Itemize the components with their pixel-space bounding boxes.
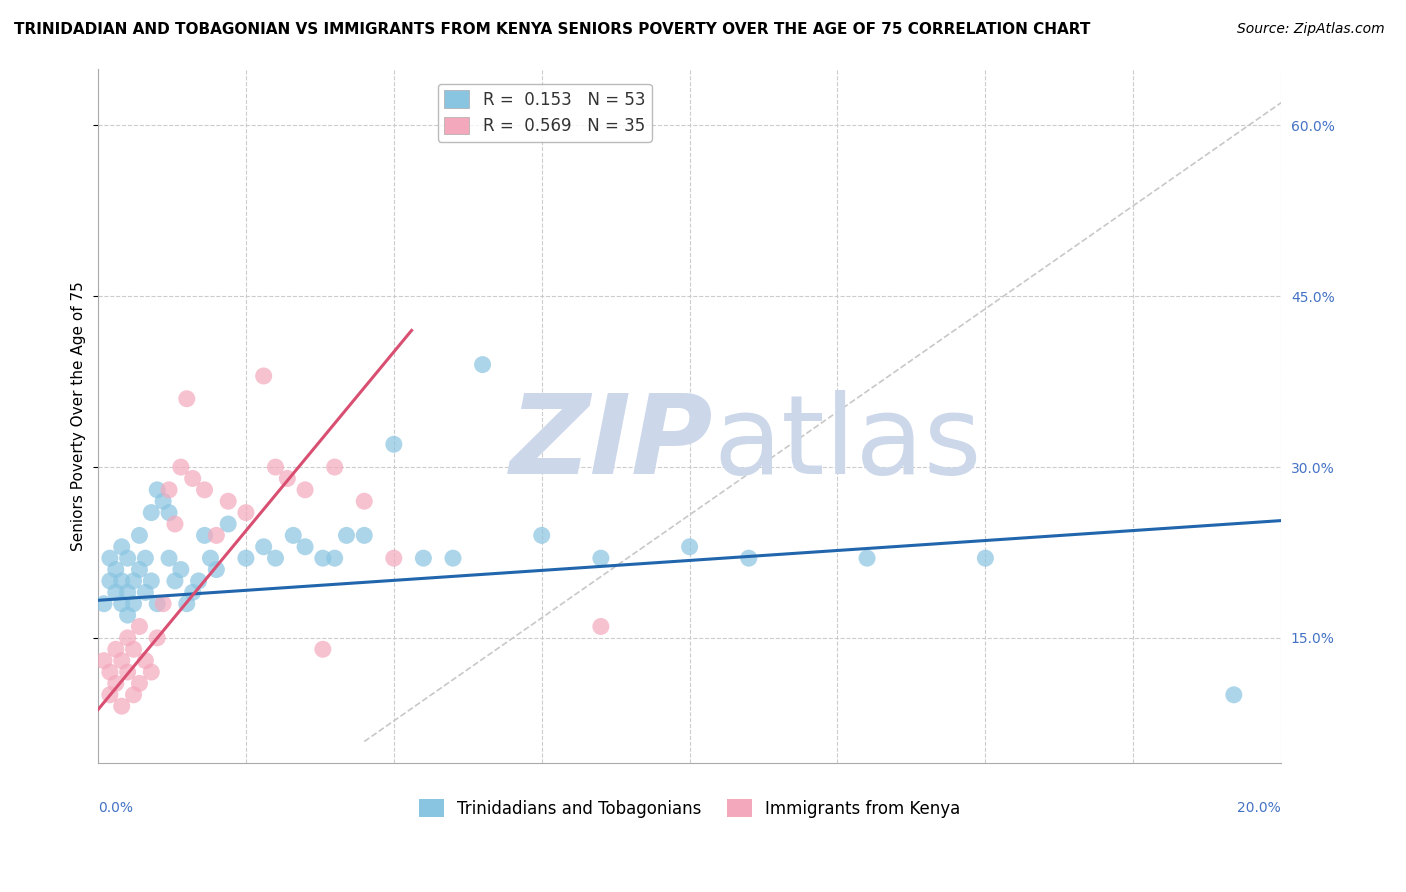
Point: [98, 551, 121, 566]
Point: [157, 483, 180, 497]
Point: [122, 688, 145, 702]
Text: Source: ZipAtlas.com: Source: ZipAtlas.com: [1237, 22, 1385, 37]
Point: [141, 665, 163, 679]
Point: [264, 460, 287, 475]
Point: [152, 597, 174, 611]
Point: [104, 563, 127, 577]
Point: [98, 688, 121, 702]
Point: [187, 574, 209, 588]
Point: [335, 528, 357, 542]
Point: [253, 540, 276, 554]
Point: [205, 563, 228, 577]
Point: [134, 585, 156, 599]
Point: [128, 619, 150, 633]
Point: [678, 540, 700, 554]
Point: [412, 551, 434, 566]
Point: [98, 574, 121, 588]
Point: [382, 551, 405, 566]
Point: [128, 563, 150, 577]
Point: [128, 528, 150, 542]
Text: 20.0%: 20.0%: [1237, 801, 1281, 815]
Point: [974, 551, 997, 566]
Point: [205, 528, 228, 542]
Point: [111, 699, 134, 714]
Point: [312, 551, 335, 566]
Point: [253, 368, 276, 383]
Point: [152, 494, 174, 508]
Point: [294, 483, 316, 497]
Point: [181, 471, 204, 485]
Point: [111, 597, 134, 611]
Point: [217, 516, 239, 531]
Point: [104, 642, 127, 657]
Point: [283, 528, 305, 542]
Text: TRINIDADIAN AND TOBAGONIAN VS IMMIGRANTS FROM KENYA SENIORS POVERTY OVER THE AGE: TRINIDADIAN AND TOBAGONIAN VS IMMIGRANTS…: [14, 22, 1091, 37]
Point: [353, 528, 375, 542]
Point: [312, 642, 335, 657]
Point: [471, 358, 494, 372]
Point: [104, 676, 127, 690]
Point: [93, 597, 115, 611]
Point: [98, 665, 121, 679]
Point: [200, 551, 222, 566]
Point: [264, 551, 287, 566]
Point: [93, 654, 115, 668]
Point: [589, 619, 612, 633]
Text: ZIP: ZIP: [510, 390, 713, 497]
Point: [235, 551, 257, 566]
Legend: Trinidadians and Tobagonians, Immigrants from Kenya: Trinidadians and Tobagonians, Immigrants…: [412, 793, 967, 824]
Point: [181, 585, 204, 599]
Point: [323, 551, 346, 566]
Point: [111, 540, 134, 554]
Point: [122, 642, 145, 657]
Point: [276, 471, 298, 485]
Text: atlas: atlas: [713, 390, 981, 497]
Point: [117, 665, 139, 679]
Point: [122, 597, 145, 611]
Point: [141, 506, 163, 520]
Point: [294, 540, 316, 554]
Point: [122, 574, 145, 588]
Point: [111, 654, 134, 668]
Point: [856, 551, 879, 566]
Point: [117, 585, 139, 599]
Point: [382, 437, 405, 451]
Text: 0.0%: 0.0%: [98, 801, 134, 815]
Point: [323, 460, 346, 475]
Point: [117, 608, 139, 623]
Point: [176, 597, 198, 611]
Point: [193, 528, 215, 542]
Point: [176, 392, 198, 406]
Point: [170, 460, 193, 475]
Point: [141, 574, 163, 588]
Point: [146, 597, 169, 611]
Point: [117, 551, 139, 566]
Point: [163, 516, 186, 531]
Point: [1223, 688, 1246, 702]
Point: [111, 574, 134, 588]
Point: [441, 551, 464, 566]
Point: [134, 551, 156, 566]
Point: [128, 676, 150, 690]
Point: [589, 551, 612, 566]
Point: [235, 506, 257, 520]
Point: [134, 654, 156, 668]
Point: [170, 563, 193, 577]
Point: [146, 483, 169, 497]
Y-axis label: Seniors Poverty Over the Age of 75: Seniors Poverty Over the Age of 75: [72, 281, 86, 550]
Point: [738, 551, 761, 566]
Point: [217, 494, 239, 508]
Point: [163, 574, 186, 588]
Point: [157, 551, 180, 566]
Point: [117, 631, 139, 645]
Point: [157, 506, 180, 520]
Point: [104, 585, 127, 599]
Point: [530, 528, 553, 542]
Point: [146, 631, 169, 645]
Point: [193, 483, 215, 497]
Point: [353, 494, 375, 508]
